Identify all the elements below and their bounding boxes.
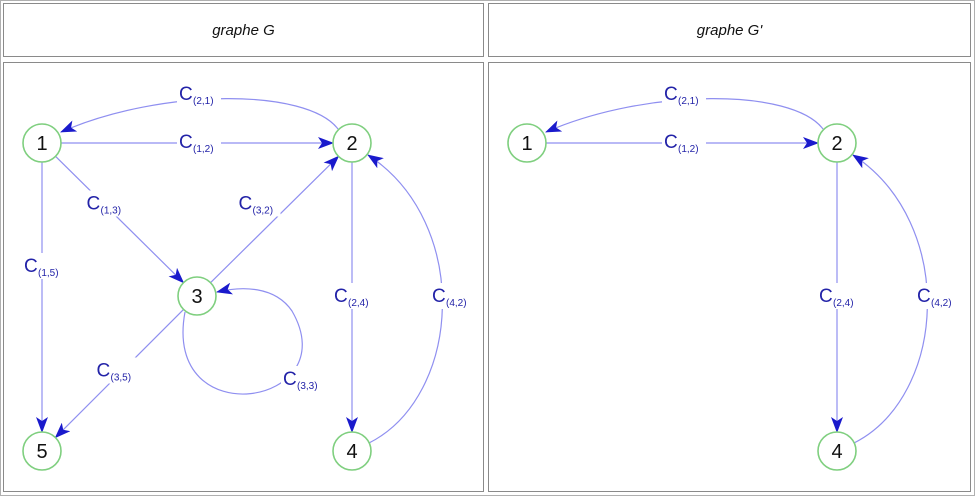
node-1-1: 1 bbox=[507, 123, 547, 163]
edge-label-subscript: (3,5) bbox=[111, 373, 132, 384]
edge-label-subscript: (2,4) bbox=[833, 298, 854, 309]
edge-label-0-2-1: C (2,1) bbox=[177, 81, 221, 107]
panel-graph-g bbox=[3, 62, 484, 492]
node-circle bbox=[177, 276, 217, 316]
edge-label-letter: C bbox=[283, 369, 297, 390]
edge-label-subscript: (1,5) bbox=[38, 268, 59, 279]
edge-label-background bbox=[84, 190, 129, 217]
edge-0-3-3 bbox=[182, 282, 303, 395]
edge-label-letter: C bbox=[239, 194, 253, 215]
node-1-2: 2 bbox=[817, 123, 857, 163]
edge-label-0-1-5: C (1,5) bbox=[22, 253, 66, 279]
edge-label-background bbox=[281, 366, 325, 392]
edge-0-1-3 bbox=[55, 155, 185, 284]
edge-label-background bbox=[662, 129, 706, 155]
edge-label-background bbox=[332, 283, 376, 309]
node-label: 5 bbox=[36, 441, 47, 463]
edge-0-3-2 bbox=[210, 155, 340, 284]
node-label: 2 bbox=[346, 133, 357, 155]
edge-label-background bbox=[915, 283, 959, 309]
edge-label-letter: C bbox=[334, 286, 348, 307]
edge-label-background bbox=[817, 283, 861, 309]
node-1-4: 4 bbox=[817, 431, 857, 471]
node-circle bbox=[332, 431, 372, 471]
edge-label-subscript: (1,3) bbox=[101, 206, 122, 217]
node-circle bbox=[817, 431, 857, 471]
edge-label-1-2-4: C (2,4) bbox=[817, 283, 861, 309]
node-circle bbox=[22, 123, 62, 163]
header-graph-g: graphe G bbox=[3, 3, 484, 57]
edge-label-background bbox=[430, 283, 474, 309]
edge-label-1-4-2: C (4,2) bbox=[915, 283, 959, 309]
edge-label-0-4-2: C (4,2) bbox=[430, 283, 474, 309]
edge-label-background bbox=[177, 81, 221, 107]
edge-label-background bbox=[94, 357, 139, 384]
edge-label-background bbox=[177, 129, 221, 155]
edge-label-0-3-3: C (3,3) bbox=[281, 366, 325, 392]
header-graph-g-prime-label: graphe G' bbox=[696, 21, 763, 39]
edge-label-subscript: (2,1) bbox=[678, 96, 699, 107]
edge-label-letter: C bbox=[819, 286, 833, 307]
edge-label-subscript: (1,2) bbox=[678, 144, 699, 155]
node-label: 4 bbox=[831, 441, 842, 463]
edge-label-0-1-2: C (1,2) bbox=[177, 129, 221, 155]
edge-label-letter: C bbox=[179, 132, 193, 153]
edge-label-letter: C bbox=[179, 84, 193, 105]
edge-label-0-2-4: C (2,4) bbox=[332, 283, 376, 309]
edge-label-0-1-3: C (1,3) bbox=[84, 190, 129, 217]
node-0-3: 3 bbox=[177, 276, 217, 316]
node-label: 3 bbox=[191, 286, 202, 308]
edge-label-background bbox=[22, 253, 66, 279]
node-0-2: 2 bbox=[332, 123, 372, 163]
node-label: 2 bbox=[831, 133, 842, 155]
edge-label-background bbox=[236, 190, 281, 217]
node-circle bbox=[22, 431, 62, 471]
edge-label-letter: C bbox=[24, 256, 38, 277]
edge-label-subscript: (3,3) bbox=[297, 381, 318, 392]
edge-label-letter: C bbox=[97, 361, 111, 382]
node-0-1: 1 bbox=[22, 123, 62, 163]
node-label: 1 bbox=[521, 133, 532, 155]
edge-label-0-3-2: C (3,2) bbox=[236, 190, 281, 217]
edge-label-subscript: (4,2) bbox=[931, 298, 952, 309]
edge-label-subscript: (3,2) bbox=[253, 206, 274, 217]
edge-label-subscript: (4,2) bbox=[446, 298, 467, 309]
edge-label-letter: C bbox=[664, 132, 678, 153]
edge-label-1-1-2: C (1,2) bbox=[662, 129, 706, 155]
node-circle bbox=[817, 123, 857, 163]
node-circle bbox=[332, 123, 372, 163]
node-circle bbox=[507, 123, 547, 163]
edge-label-letter: C bbox=[432, 286, 446, 307]
node-0-5: 5 bbox=[22, 431, 62, 471]
edge-label-1-2-1: C (2,1) bbox=[662, 81, 706, 107]
edge-label-subscript: (2,1) bbox=[193, 96, 214, 107]
edge-1-2-1 bbox=[545, 98, 824, 133]
node-label: 1 bbox=[36, 133, 47, 155]
edge-label-background bbox=[662, 81, 706, 107]
edge-label-letter: C bbox=[917, 286, 931, 307]
edge-label-subscript: (1,2) bbox=[193, 144, 214, 155]
edge-label-letter: C bbox=[87, 194, 101, 215]
panel-graph-g-prime bbox=[488, 62, 971, 492]
node-0-4: 4 bbox=[332, 431, 372, 471]
edge-label-subscript: (2,4) bbox=[348, 298, 369, 309]
header-graph-g-label: graphe G bbox=[212, 21, 275, 39]
header-graph-g-prime: graphe G' bbox=[488, 3, 971, 57]
edge-label-0-3-5: C (3,5) bbox=[94, 357, 139, 384]
edge-label-letter: C bbox=[664, 84, 678, 105]
node-label: 4 bbox=[346, 441, 357, 463]
edge-0-2-1 bbox=[60, 98, 339, 133]
